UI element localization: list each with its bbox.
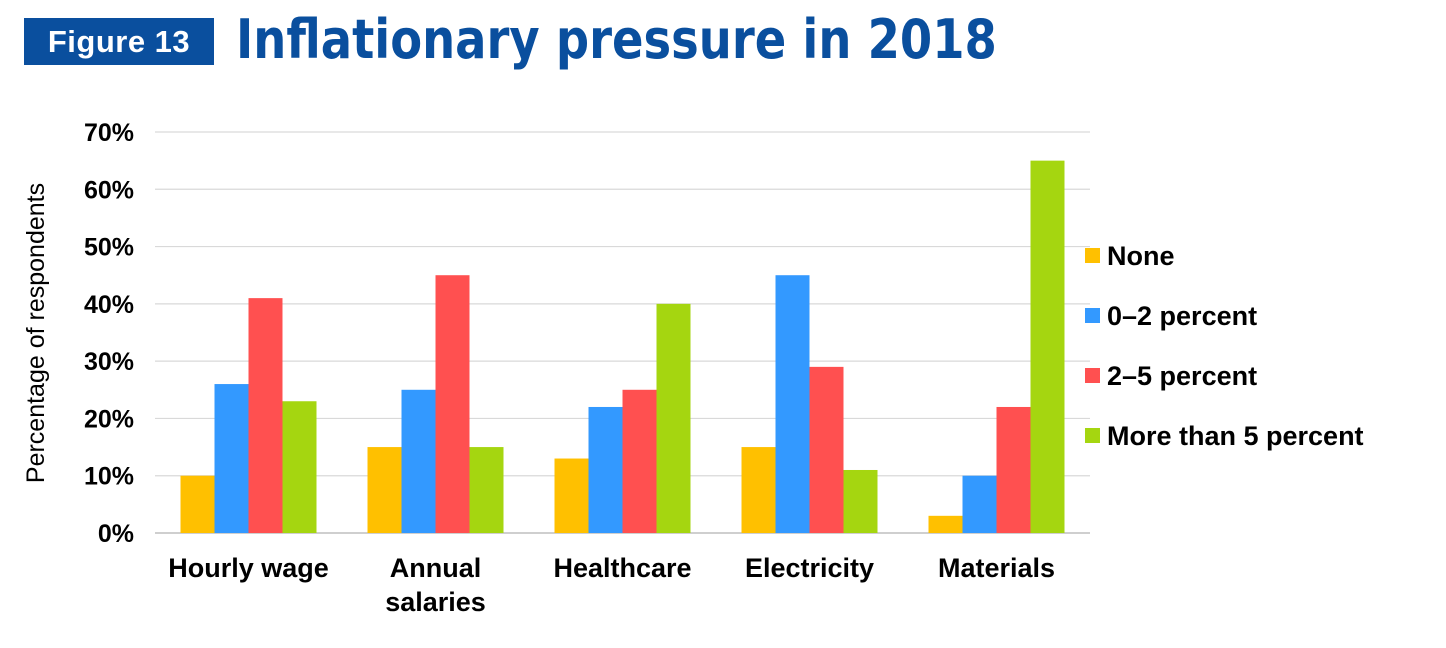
bar (1030, 160, 1065, 533)
y-tick-label: 30% (84, 348, 134, 376)
y-axis-label: Percentage of respondents (22, 183, 50, 483)
bar (775, 275, 810, 533)
legend-swatch (1085, 368, 1100, 383)
bar (588, 406, 623, 533)
bar (214, 384, 249, 533)
bar (435, 275, 470, 533)
bar (469, 447, 504, 533)
y-tick-label: 60% (84, 176, 134, 204)
bar (996, 406, 1031, 533)
bar (928, 515, 963, 533)
bar (843, 469, 878, 533)
bar (809, 366, 844, 533)
y-tick-label: 50% (84, 234, 134, 262)
y-tick-label: 10% (84, 463, 134, 491)
bar (282, 401, 317, 533)
legend-swatch (1085, 308, 1100, 323)
x-category-label: Healthcare (553, 553, 691, 583)
bar (248, 298, 283, 533)
legend: None 0–2 percent 2–5 percent More than 5 pe… (1085, 241, 1364, 451)
bar (622, 389, 657, 533)
y-tick-label: 70% (84, 119, 134, 147)
legend-swatch (1085, 428, 1100, 443)
x-category-label: Materials (938, 553, 1055, 583)
x-axis-categories: Hourly wage Annual salaries Healthcare Elect… (168, 553, 1055, 617)
legend-label: 0–2 percent (1107, 301, 1257, 331)
legend-label: 2–5 percent (1107, 361, 1257, 391)
bar (180, 475, 215, 533)
bar (962, 475, 997, 533)
x-category-label: Hourly wage (168, 553, 329, 583)
x-category-label: Annual salaries (385, 553, 486, 617)
figure-title: Inflationary pressure in 2018 (236, 8, 997, 71)
legend-swatch (1085, 248, 1100, 263)
x-category-label: Electricity (745, 553, 874, 583)
y-tick-label: 40% (84, 291, 134, 319)
bar (554, 458, 589, 533)
figure-label-badge: Figure 13 (24, 18, 214, 65)
legend-label: None (1107, 241, 1175, 271)
y-axis-ticks: 0% 10% 20% 30% 40% 50% 60% 70% (84, 119, 134, 548)
bar (741, 447, 776, 533)
y-tick-label: 0% (98, 520, 134, 548)
legend-label: More than 5 percent (1107, 421, 1364, 451)
bar (401, 389, 436, 533)
bar (367, 447, 402, 533)
y-tick-label: 20% (84, 405, 134, 433)
bar (656, 303, 691, 533)
bars-group (180, 160, 1065, 533)
